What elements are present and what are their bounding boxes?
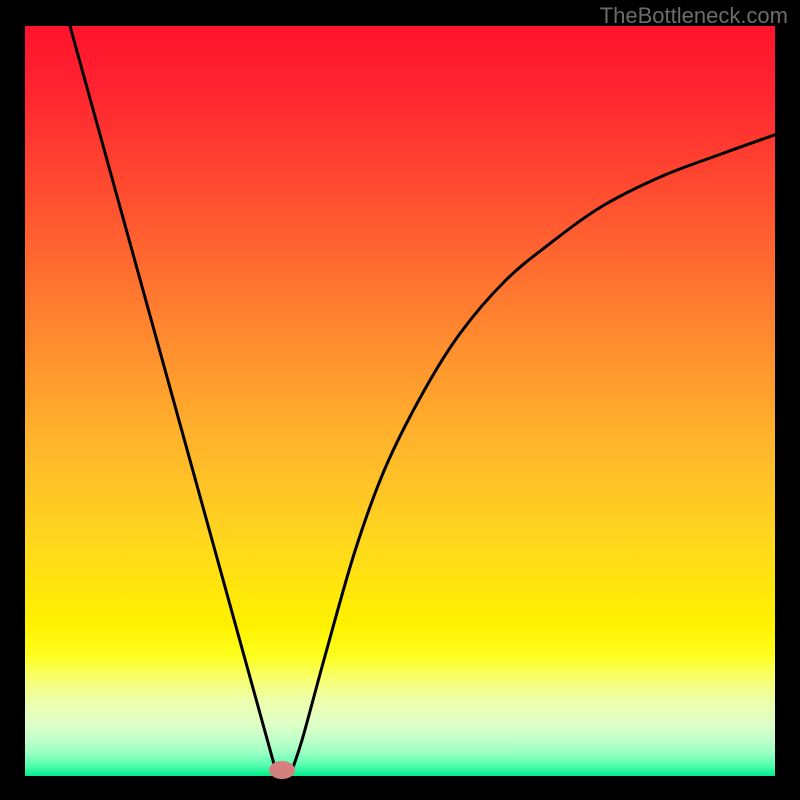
attribution-text: TheBottleneck.com	[600, 3, 788, 29]
chart-frame: TheBottleneck.com	[0, 0, 800, 800]
bottleneck-curve	[70, 26, 775, 772]
plot-area	[25, 26, 775, 776]
plot-svg	[25, 26, 775, 776]
bottleneck-marker	[269, 761, 295, 779]
